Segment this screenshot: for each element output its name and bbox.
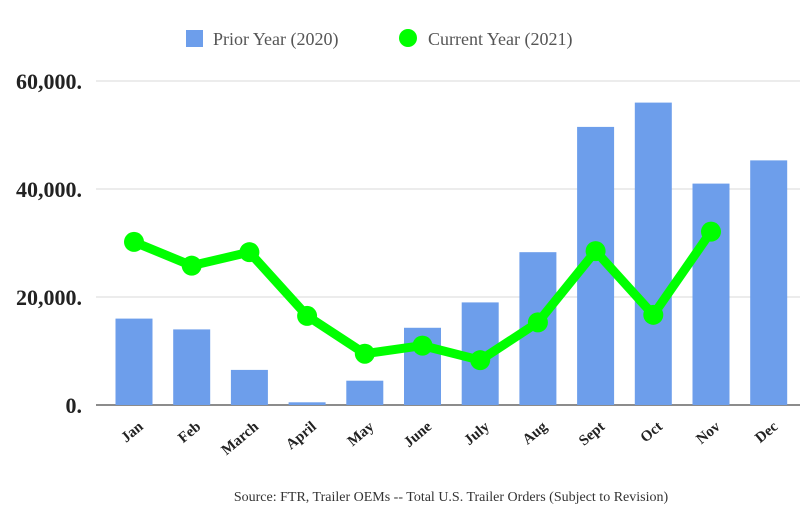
legend-label-current-year: Current Year (2021) <box>428 29 572 50</box>
bar-feb <box>173 329 211 405</box>
bar-jan <box>115 318 153 405</box>
y-axis-ticks: 0. 20,000. 40,000. 60,000. <box>16 69 82 418</box>
bar-may <box>346 380 384 405</box>
x-tick-label: March <box>219 418 263 458</box>
bar-april <box>288 402 326 405</box>
x-tick-label: Jan <box>118 418 147 446</box>
bars-prior-year <box>115 102 788 406</box>
point-aug <box>527 312 548 333</box>
bar-dec <box>750 160 788 405</box>
bar-march <box>230 369 268 405</box>
legend-label-prior-year: Prior Year (2020) <box>213 29 339 50</box>
point-feb <box>181 255 202 276</box>
y-tick-label: 0. <box>66 393 83 418</box>
point-july <box>470 350 491 371</box>
legend-swatch-prior-year <box>186 30 203 47</box>
point-june <box>412 335 433 356</box>
bar-nov <box>692 183 730 405</box>
legend: Prior Year (2020) Current Year (2021) <box>186 29 572 50</box>
point-sept <box>585 241 606 262</box>
x-tick-label: Sept <box>576 419 608 449</box>
gridlines <box>96 80 800 406</box>
x-axis-ticks: Jan Feb March April May June July Aug Sept Oct Nov… <box>118 418 781 458</box>
bar-oct <box>634 102 672 405</box>
source-note: Source: FTR, Trailer OEMs -- Total U.S. … <box>234 490 669 505</box>
x-tick-label: May <box>345 418 378 449</box>
legend-marker-current-year <box>399 29 417 47</box>
point-oct <box>643 304 664 325</box>
x-tick-label: April <box>283 419 319 453</box>
y-tick-label: 40,000. <box>16 177 82 202</box>
point-may <box>354 343 375 364</box>
y-tick-label: 60,000. <box>16 69 82 94</box>
x-tick-label: Dec <box>752 419 781 447</box>
x-tick-label: June <box>401 419 435 451</box>
x-tick-label: Feb <box>175 419 204 447</box>
line-current-year <box>124 221 721 371</box>
x-tick-label: July <box>461 418 493 448</box>
x-tick-label: Oct <box>638 419 666 446</box>
y-tick-label: 20,000. <box>16 285 82 310</box>
point-march <box>239 242 260 263</box>
x-tick-label: Nov <box>693 418 723 447</box>
point-jan <box>124 231 144 252</box>
point-nov <box>701 221 721 242</box>
x-tick-label: Aug <box>520 418 551 448</box>
point-april <box>297 305 318 326</box>
